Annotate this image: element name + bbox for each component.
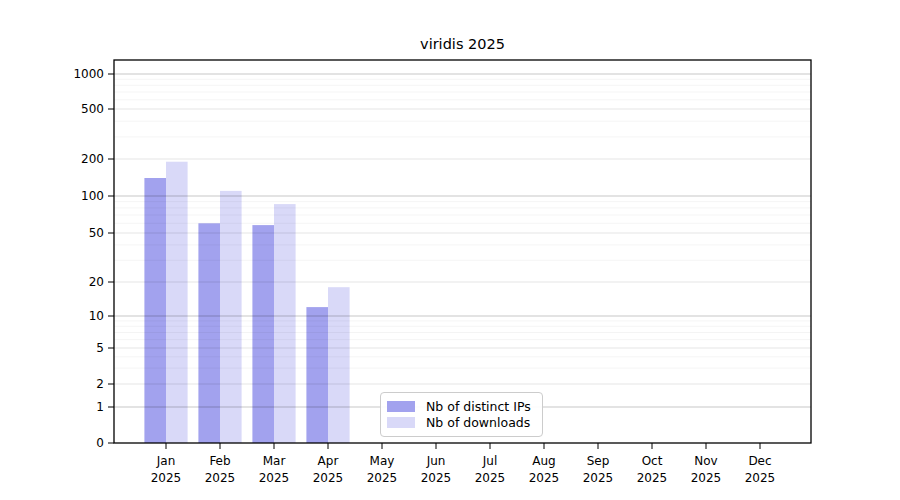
bars-layer bbox=[144, 162, 349, 443]
y-tick-label: 0 bbox=[96, 436, 104, 450]
y-tick-label: 20 bbox=[89, 275, 104, 289]
y-tick-label: 200 bbox=[81, 152, 104, 166]
y-axis: 0 1 2 5 10 20 50 100 200 500 1000 bbox=[73, 67, 114, 450]
x-tick-label-month: Mar bbox=[263, 454, 286, 468]
x-tick-label-year: 2025 bbox=[529, 471, 560, 485]
x-tick-label-month: Sep bbox=[587, 454, 610, 468]
legend-item: Nb of downloads bbox=[387, 414, 533, 430]
legend-label: Nb of distinct IPs bbox=[426, 399, 531, 414]
x-tick-label-month: Oct bbox=[642, 454, 663, 468]
legend-item: Nb of distinct IPs bbox=[387, 398, 533, 414]
bar-apr-distinct-ips bbox=[306, 307, 328, 443]
y-tick-label: 50 bbox=[89, 226, 104, 240]
x-tick-label-year: 2025 bbox=[313, 471, 344, 485]
x-tick-label-year: 2025 bbox=[367, 471, 398, 485]
figure: viridis 2025 01251020501002005001000Jan2… bbox=[0, 0, 900, 500]
legend: Nb of distinct IPsNb of downloads bbox=[380, 392, 543, 437]
x-tick-label-year: 2025 bbox=[745, 471, 776, 485]
legend-label: Nb of downloads bbox=[426, 415, 530, 430]
bar-feb-downloads bbox=[220, 191, 242, 443]
y-tick-label: 10 bbox=[89, 309, 104, 323]
x-tick-label-year: 2025 bbox=[475, 471, 506, 485]
x-tick-label-month: Dec bbox=[748, 454, 771, 468]
bar-mar-distinct-ips bbox=[252, 225, 274, 443]
y-tick-label: 100 bbox=[81, 189, 104, 203]
x-tick-label-year: 2025 bbox=[151, 471, 182, 485]
y-tick-label: 5 bbox=[96, 341, 104, 355]
x-tick-label-year: 2025 bbox=[205, 471, 236, 485]
bar-jan-distinct-ips bbox=[144, 178, 166, 443]
x-tick-label-month: Jan bbox=[156, 454, 176, 468]
legend-swatch-distinct-ips bbox=[387, 401, 415, 412]
x-tick-label-year: 2025 bbox=[259, 471, 290, 485]
x-tick-label-year: 2025 bbox=[691, 471, 722, 485]
x-tick-label-month: Aug bbox=[532, 454, 555, 468]
x-tick-label-month: Apr bbox=[318, 454, 339, 468]
x-tick-label-month: May bbox=[370, 454, 395, 468]
bar-jan-downloads bbox=[166, 162, 188, 443]
x-tick-label-month: Feb bbox=[209, 454, 230, 468]
bar-apr-downloads bbox=[328, 287, 350, 443]
x-tick-label-year: 2025 bbox=[583, 471, 614, 485]
x-tick-label-year: 2025 bbox=[421, 471, 452, 485]
y-tick-label: 1 bbox=[96, 400, 104, 414]
x-tick-label-month: Jun bbox=[426, 454, 446, 468]
y-tick-label: 500 bbox=[81, 102, 104, 116]
x-tick-label-month: Jul bbox=[482, 454, 497, 468]
x-tick-label-year: 2025 bbox=[637, 471, 668, 485]
legend-swatch-downloads bbox=[387, 417, 415, 428]
x-axis: Jan 2025 Feb 2025 Mar 2025 Apr 2025 May 2025 Jun 20… bbox=[151, 443, 776, 485]
y-tick-label: 1000 bbox=[73, 67, 104, 81]
bar-feb-distinct-ips bbox=[198, 223, 220, 443]
y-tick-label: 2 bbox=[96, 377, 104, 391]
x-tick-label-month: Nov bbox=[694, 454, 717, 468]
